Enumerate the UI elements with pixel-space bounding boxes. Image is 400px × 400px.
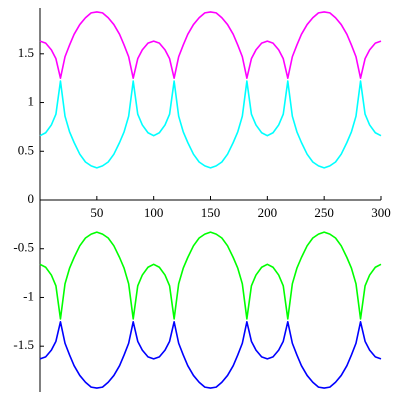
- x-tick-label: 300: [371, 205, 391, 220]
- y-tick-label: 0.5: [18, 142, 34, 157]
- x-tick-label: 50: [90, 205, 103, 220]
- y-tick-label: 0: [28, 191, 35, 206]
- line-series: [39, 11, 382, 79]
- y-tick-label: -1.5: [13, 337, 34, 352]
- line-series: [39, 80, 382, 169]
- y-tick-label: 1: [28, 94, 35, 109]
- y-tick-label: -0.5: [13, 240, 34, 255]
- y-tick-label: 1.5: [18, 45, 34, 60]
- x-tick-label: 150: [201, 205, 221, 220]
- y-tick-label: -1: [23, 288, 34, 303]
- line-series: [39, 321, 382, 389]
- line-series: [39, 231, 382, 320]
- x-tick-label: 100: [144, 205, 164, 220]
- x-tick-label: 200: [258, 205, 278, 220]
- x-tick-label: 250: [314, 205, 334, 220]
